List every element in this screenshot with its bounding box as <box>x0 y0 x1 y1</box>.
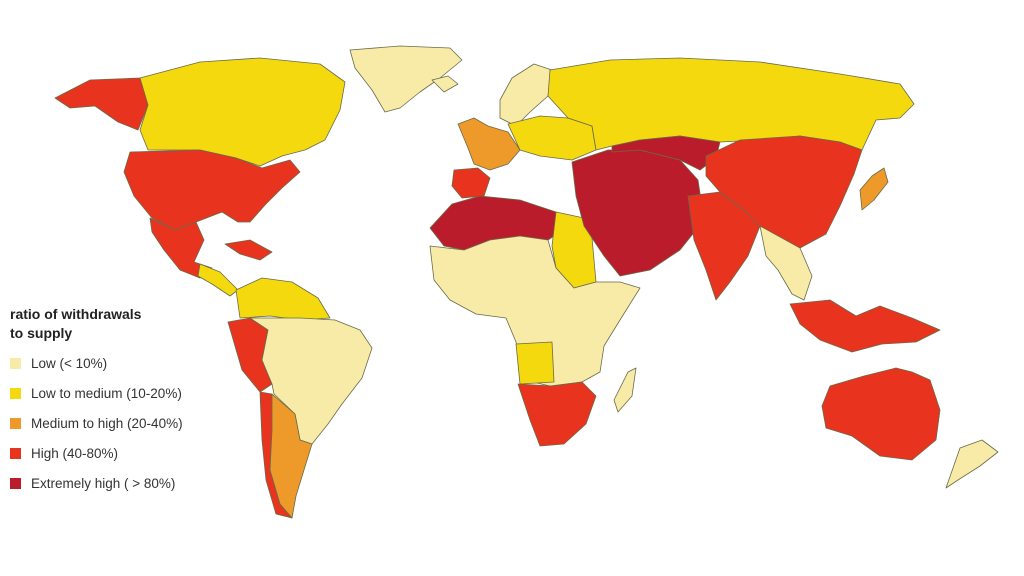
region-argentina <box>269 393 313 519</box>
legend-title: ratio of withdrawals to supply <box>10 305 250 343</box>
legend-item-medium-to-high: Medium to high (20-40%) <box>10 413 250 433</box>
region-southern-africa <box>517 381 597 447</box>
map-legend: ratio of withdrawals to supply Low (< 10… <box>10 305 250 503</box>
legend-swatch-extremely-high <box>10 477 21 489</box>
legend-swatch-medium-to-high <box>10 417 21 429</box>
legend-label-extremely-high: Extremely high ( > 80%) <box>31 475 176 491</box>
legend-label-high: High (40-80%) <box>31 445 119 461</box>
region-greenland <box>349 45 463 113</box>
region-usa <box>123 149 301 231</box>
region-central-america <box>197 263 239 297</box>
legend-label-medium-to-high: Medium to high (20-40%) <box>31 415 183 431</box>
legend-item-low-to-medium: Low to medium (10-20%) <box>10 383 250 403</box>
region-southeast-asia <box>759 225 813 301</box>
region-iceland <box>431 75 459 93</box>
region-northern-south-america <box>235 277 331 321</box>
region-angola <box>515 341 555 385</box>
legend-title-line-2: to supply <box>10 325 73 341</box>
region-alaska <box>54 77 149 131</box>
region-japan <box>859 167 889 211</box>
legend-title-line-1: ratio of withdrawals <box>10 306 142 322</box>
legend-item-high: High (40-80%) <box>10 443 250 463</box>
region-brazil <box>249 317 373 445</box>
legend-item-extremely-high: Extremely high ( > 80%) <box>10 473 250 493</box>
region-russia <box>547 57 915 151</box>
region-australia <box>821 367 941 461</box>
region-china <box>705 135 863 249</box>
region-western-europe <box>457 117 521 171</box>
region-canada <box>139 57 346 167</box>
region-iberia <box>451 167 491 199</box>
legend-item-low: Low (< 10%) <box>10 353 250 373</box>
legend-swatch-low <box>10 357 21 369</box>
region-central-africa <box>429 235 641 387</box>
region-indonesia <box>789 299 941 353</box>
region-madagascar <box>613 367 637 413</box>
region-new-zealand <box>945 439 999 489</box>
legend-swatch-low-to-medium <box>10 387 21 399</box>
legend-swatch-high <box>10 447 21 459</box>
legend-label-low: Low (< 10%) <box>31 355 108 371</box>
region-caribbean <box>224 239 273 261</box>
region-mexico <box>149 217 213 279</box>
legend-label-low-to-medium: Low to medium (10-20%) <box>31 385 182 401</box>
